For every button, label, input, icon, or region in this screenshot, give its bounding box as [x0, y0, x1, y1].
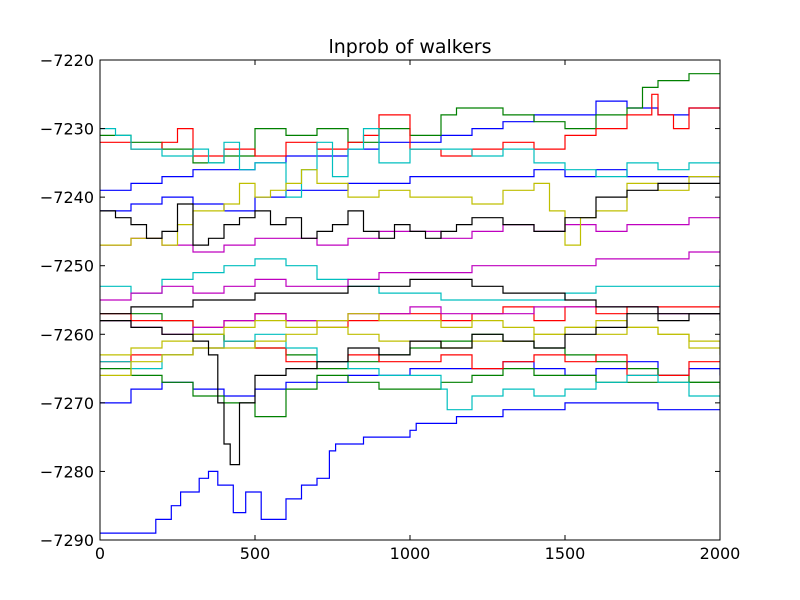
x-tick-label: 2000 — [700, 544, 741, 563]
x-tick-label: 500 — [240, 544, 271, 563]
series-line-2 — [100, 100, 720, 191]
y-tick-label: −7250 — [40, 257, 94, 276]
y-tick-label: −7220 — [40, 51, 94, 70]
series-line-20 — [100, 313, 720, 466]
series-line-19 — [100, 176, 720, 246]
series-layer — [100, 73, 720, 534]
series-line-6 — [100, 368, 720, 418]
ticks-layer: 0 500 1000 1500 2000 −7290 −7280 −7270 −7260 −725… — [40, 51, 740, 563]
x-tick-label: 1000 — [390, 544, 431, 563]
series-line-0 — [100, 402, 720, 534]
y-tick-label: −7280 — [40, 462, 94, 481]
x-tick-label: 0 — [95, 544, 105, 563]
series-line-21 — [100, 278, 720, 321]
y-tick-label: −7240 — [40, 188, 94, 207]
series-line-14 — [100, 251, 720, 301]
y-tick-label: −7260 — [40, 325, 94, 344]
series-line-3 — [100, 169, 720, 212]
series-line-17 — [100, 313, 720, 356]
y-tick-label: −7270 — [40, 394, 94, 413]
series-line-10 — [100, 128, 720, 198]
y-tick-label: −7230 — [40, 120, 94, 139]
chart-title: lnprob of walkers — [328, 36, 491, 58]
y-tick-label: −7290 — [40, 531, 94, 550]
x-tick-label: 1500 — [545, 544, 586, 563]
